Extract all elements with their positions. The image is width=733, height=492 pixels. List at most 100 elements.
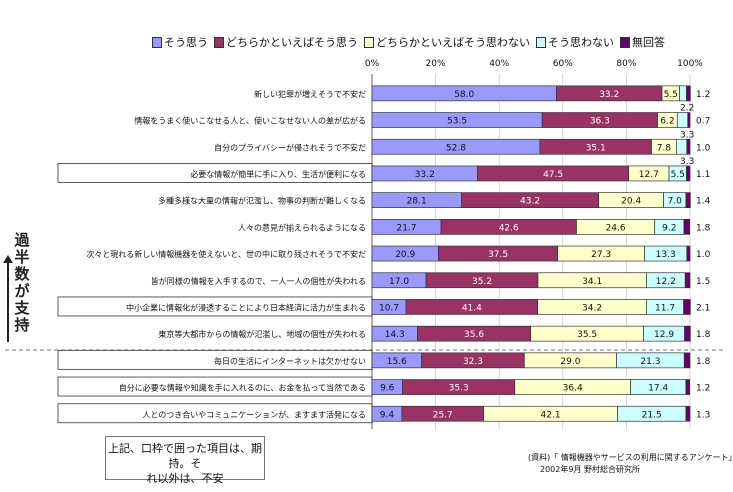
category-label: 次々と現れる新しい情報機器を使えないと、世の中に取り残されそうで不安だ — [86, 249, 366, 259]
bar-segment — [683, 352, 691, 369]
data-label: 6.2 — [660, 117, 674, 127]
small-value-label: 2.2 — [680, 104, 694, 114]
data-label: 20.9 — [395, 250, 415, 260]
category-label: 皆が同様の情報を入手するので、一人一人の個性が失われる — [151, 276, 366, 286]
bar-segment — [679, 85, 687, 102]
legend-label: どちらかといえばそう思う — [226, 36, 358, 49]
bar-segment — [685, 192, 691, 208]
data-label: 33.2 — [415, 170, 435, 180]
legend-item: どちらかといえばそう思わない — [364, 34, 530, 50]
bar-segment — [675, 138, 688, 155]
bar-segment — [684, 272, 691, 289]
data-label: 9.2 — [662, 223, 676, 233]
data-label: 15.6 — [387, 357, 407, 367]
category-label: 必要な情報が簡単に手に入り、生活が便利になる — [190, 169, 366, 179]
legend-label: どちらかといえばそう思わない — [376, 36, 530, 49]
data-label: 35.1 — [586, 143, 606, 153]
bar-segment — [683, 299, 691, 315]
data-label: 21.3 — [640, 357, 660, 367]
bar-segment — [686, 138, 691, 155]
no-answer-label: 1.0 — [696, 143, 711, 153]
no-answer-label: 1.5 — [696, 277, 710, 287]
legend-item: どちらかといえばそう思う — [214, 34, 358, 50]
data-label: 12.2 — [656, 277, 676, 287]
no-answer-label: 1.4 — [696, 197, 711, 207]
source-note: (資料)「 情報機器やサービスの利用に関するアンケート」 2002年9月 野村総… — [528, 452, 733, 476]
vertical-label-char: 過 — [14, 231, 30, 249]
data-label: 13.3 — [656, 250, 676, 260]
no-answer-label: 1.8 — [696, 223, 711, 233]
no-answer-label: 2.1 — [696, 303, 710, 313]
category-label: 新しい犯罪が増えそうで不安だ — [254, 89, 366, 99]
x-tick-label: 100% — [677, 59, 703, 69]
bar-segment — [683, 219, 691, 235]
data-label: 14.3 — [385, 330, 405, 340]
data-label: 41.4 — [462, 303, 482, 313]
legend-swatch — [152, 36, 162, 48]
data-label: 47.5 — [543, 170, 563, 180]
data-label: 12.9 — [654, 330, 674, 340]
legend-item: そう思わない — [536, 34, 614, 50]
data-label: 35.2 — [472, 277, 492, 287]
category-label: 自分に必要な情報や知識を手に入れるのに、お金を払って当然である — [119, 383, 366, 393]
small-value-label: 3.3 — [680, 130, 694, 140]
data-label: 9.6 — [380, 384, 395, 394]
x-tick-label: 60% — [553, 59, 573, 69]
bar-segment — [685, 379, 691, 395]
source-line-2: 2002年9月 野村総合研究所 — [540, 465, 640, 474]
data-label: 58.0 — [454, 90, 474, 100]
data-label: 42.1 — [541, 410, 561, 420]
data-label: 42.6 — [499, 223, 519, 233]
data-label: 53.5 — [447, 117, 467, 127]
data-label: 37.5 — [488, 250, 508, 260]
category-label: 多種多様な大量の情報が氾濫し、物事の判断が難しくなる — [158, 196, 366, 206]
data-label: 36.4 — [563, 384, 583, 394]
x-tick-label: 0% — [365, 59, 380, 69]
data-label: 7.8 — [657, 143, 672, 153]
data-label: 9.4 — [380, 410, 395, 420]
data-label: 20.4 — [621, 197, 641, 207]
x-tick-label: 40% — [489, 59, 509, 69]
category-label: 毎日の生活にインターネットは欠かせない — [214, 356, 366, 366]
vertical-label-char: 半 — [14, 248, 30, 266]
bar-segment — [685, 405, 691, 422]
category-label: 人々の意見が揃えられるようになる — [238, 222, 366, 232]
category-label: 情報をうまく使いこなせる人と、使いこなせない人の差が広がる — [134, 116, 366, 126]
no-answer-label: 1.1 — [696, 170, 710, 180]
bar-segment — [686, 165, 691, 182]
data-label: 17.0 — [389, 277, 409, 287]
data-label: 32.3 — [463, 357, 483, 367]
callout-note: 上記、口枠で囲った項目は、期持。そ れ以外は、不安 — [105, 436, 265, 485]
bar-segment — [687, 112, 691, 128]
bar-segment — [676, 112, 689, 128]
data-label: 34.1 — [582, 277, 602, 287]
data-label: 11.7 — [655, 303, 675, 313]
data-label: 5.5 — [671, 170, 685, 180]
data-label: 28.1 — [407, 197, 427, 207]
data-label: 25.7 — [433, 410, 453, 420]
bar-segment — [684, 325, 691, 342]
no-answer-label: 1.2 — [696, 384, 710, 394]
data-label: 36.3 — [590, 117, 610, 127]
up-arrow-icon — [3, 255, 13, 342]
data-label: 24.6 — [606, 223, 626, 233]
legend-swatch — [536, 36, 546, 48]
no-answer-label: 0.7 — [696, 117, 710, 127]
legend-item: 無回答 — [620, 34, 665, 50]
data-label: 34.2 — [582, 303, 602, 313]
vertical-label-char: 持 — [14, 316, 30, 334]
data-label: 10.7 — [379, 303, 399, 313]
data-label: 35.6 — [464, 330, 484, 340]
data-label: 21.5 — [642, 410, 662, 420]
no-answer-label: 1.8 — [696, 330, 711, 340]
data-label: 43.2 — [520, 197, 540, 207]
x-tick-label: 80% — [616, 59, 636, 69]
data-label: 27.3 — [591, 250, 611, 260]
data-label: 7.0 — [668, 197, 683, 207]
small-value-label: 3.3 — [680, 157, 694, 167]
no-answer-label: 1.8 — [696, 357, 711, 367]
chart-legend: そう思う どちらかといえばそう思う どちらかといえばそう思わない そう思わない 無回答 — [152, 34, 671, 50]
bar-segment — [686, 85, 691, 102]
source-line-1: (資料)「 情報機器やサービスの利用に関するアンケート」 — [528, 453, 733, 462]
